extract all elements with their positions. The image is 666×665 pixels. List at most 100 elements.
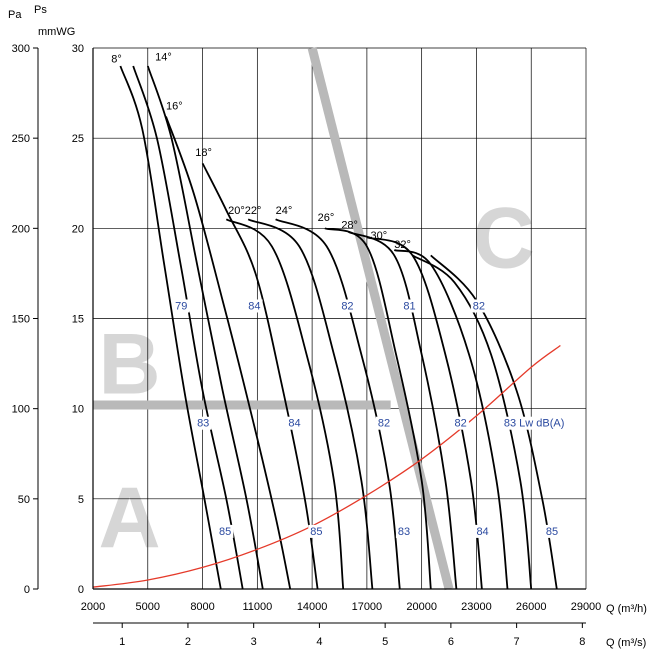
y-pa-tick-label: 100 (12, 404, 30, 416)
noise-label-bg (452, 416, 469, 430)
x-m3h-tick-label: 5000 (136, 601, 160, 613)
noise-label: 82 (455, 418, 467, 430)
noise-label-bg (501, 416, 575, 430)
noise-label: 85 (219, 526, 231, 538)
x-m3h-tick-label: 29000 (571, 601, 602, 613)
angle-label: 20°22° (228, 205, 261, 217)
x-m3s-tick-label: 2 (185, 636, 191, 648)
fan-curve-1 (119, 65, 222, 590)
y-left-unit: Pa (8, 9, 22, 21)
zone-label-b: B (98, 317, 160, 413)
angle-label: 18° (195, 147, 212, 159)
y-mmwg-tick-label: 15 (72, 314, 84, 326)
noise-label: 84 (248, 300, 260, 312)
x-m3s-tick-label: 8 (579, 636, 585, 648)
noise-label: 84 (288, 418, 300, 430)
zone-label-c: C (473, 190, 535, 286)
x-m3h-tick-label: 20000 (406, 601, 437, 613)
angle-label: 28° (341, 219, 358, 231)
fan-curve-11 (366, 236, 483, 590)
fan-curve-13 (412, 254, 533, 590)
noise-label: 84 (476, 526, 488, 538)
y-right-unit: Ps (34, 4, 47, 16)
noise-label: 82 (473, 300, 485, 312)
noise-label-bg (395, 524, 413, 538)
noise-label-bg (308, 524, 325, 538)
x-m3s-tick-label: 4 (316, 636, 322, 648)
x-m3h-tick-label: 23000 (461, 601, 492, 613)
noise-label-bg (470, 299, 488, 313)
angle-label: 32° (394, 239, 411, 251)
y-mmwg-tick-label: 25 (72, 133, 84, 145)
fan-curve-9 (324, 227, 432, 590)
y-pa-tick-label: 200 (12, 223, 30, 235)
noise-label: 83 (398, 526, 410, 538)
y-mmwg-tick-label: 20 (72, 223, 84, 235)
zone-label-a: A (98, 470, 160, 566)
fan-curve-4 (165, 116, 292, 590)
noise-label-bg (173, 299, 190, 313)
curve-labels: 8° 14° 16° 18° 20°22° 24° 26° 28° 30° 32° 79 84 82 81… (111, 52, 575, 538)
angle-label: 16° (166, 100, 183, 112)
y-right-sub-unit: mmWG (38, 26, 75, 38)
fan-curve-2 (132, 65, 244, 590)
noise-label: 81 (403, 300, 415, 312)
x-m3s-tick-label: 5 (382, 636, 388, 648)
system-curve-line (92, 344, 561, 588)
noise-label-bg (339, 299, 356, 313)
x-m3h-tick-label: 8000 (190, 601, 214, 613)
x-m3h-tick-label: 14000 (297, 601, 328, 613)
x-m3h-tick-label: 2000 (81, 601, 105, 613)
noise-label: 85 (546, 526, 558, 538)
y-pa-tick-label: 0 (24, 584, 30, 596)
fan-curve-7 (247, 218, 374, 590)
noise-label: 79 (175, 300, 187, 312)
noise-label: 83 (197, 418, 209, 430)
noise-label-bg (474, 524, 491, 538)
noise-label: 83 Lw dB(A) (504, 418, 565, 430)
angle-label: 24° (276, 205, 293, 217)
zone-labels: AB C (98, 190, 534, 566)
system-curve (92, 344, 561, 588)
x-m3s-tick-label: 1 (119, 636, 125, 648)
noise-label-bg (543, 524, 561, 538)
fan-curve-6 (225, 218, 345, 590)
fan-curve-8 (275, 218, 401, 590)
zone-boundaries (93, 46, 454, 591)
noise-label-bg (195, 416, 212, 430)
y-pa-tick-label: 150 (12, 314, 30, 326)
y-mmwg-tick-label: 30 (72, 43, 84, 55)
noise-label: 85 (310, 526, 322, 538)
fan-curve-12 (393, 249, 509, 590)
angle-label: 14° (155, 52, 172, 64)
angle-label: 26° (318, 212, 335, 224)
x-m3s-tick-label: 3 (251, 636, 257, 648)
fan-curve-10 (348, 231, 458, 590)
y-pa-tick-label: 250 (12, 133, 30, 145)
x-unit-bottom: Q (m³/s) (606, 637, 646, 649)
y-mmwg-tick-label: 10 (72, 404, 84, 416)
noise-label-bg (401, 299, 418, 313)
grid (92, 47, 587, 590)
fan-curves (119, 65, 558, 590)
x-m3h-tick-label: 11000 (242, 601, 272, 613)
noise-label-bg (246, 299, 263, 313)
angle-label: 30° (371, 230, 388, 242)
x-unit-top: Q (m³/h) (606, 603, 647, 615)
y-pa-tick-label: 300 (12, 43, 30, 55)
noise-label-bg (216, 524, 234, 538)
x-m3h-tick-label: 17000 (352, 601, 383, 613)
noise-label-bg (286, 416, 303, 430)
x-m3h-tick-label: 26000 (516, 601, 547, 613)
x-m3s-tick-label: 6 (448, 636, 454, 648)
x-m3s-tick-label: 7 (514, 636, 520, 648)
y-mmwg-tick-label: 5 (78, 494, 84, 506)
fan-curve-5 (201, 162, 319, 590)
y-pa-tick-label: 50 (18, 494, 30, 506)
zone-boundary-diagonal (307, 46, 454, 591)
fan-curve-3 (146, 65, 264, 590)
angle-label: 8° (111, 53, 122, 65)
noise-label: 82 (378, 418, 390, 430)
